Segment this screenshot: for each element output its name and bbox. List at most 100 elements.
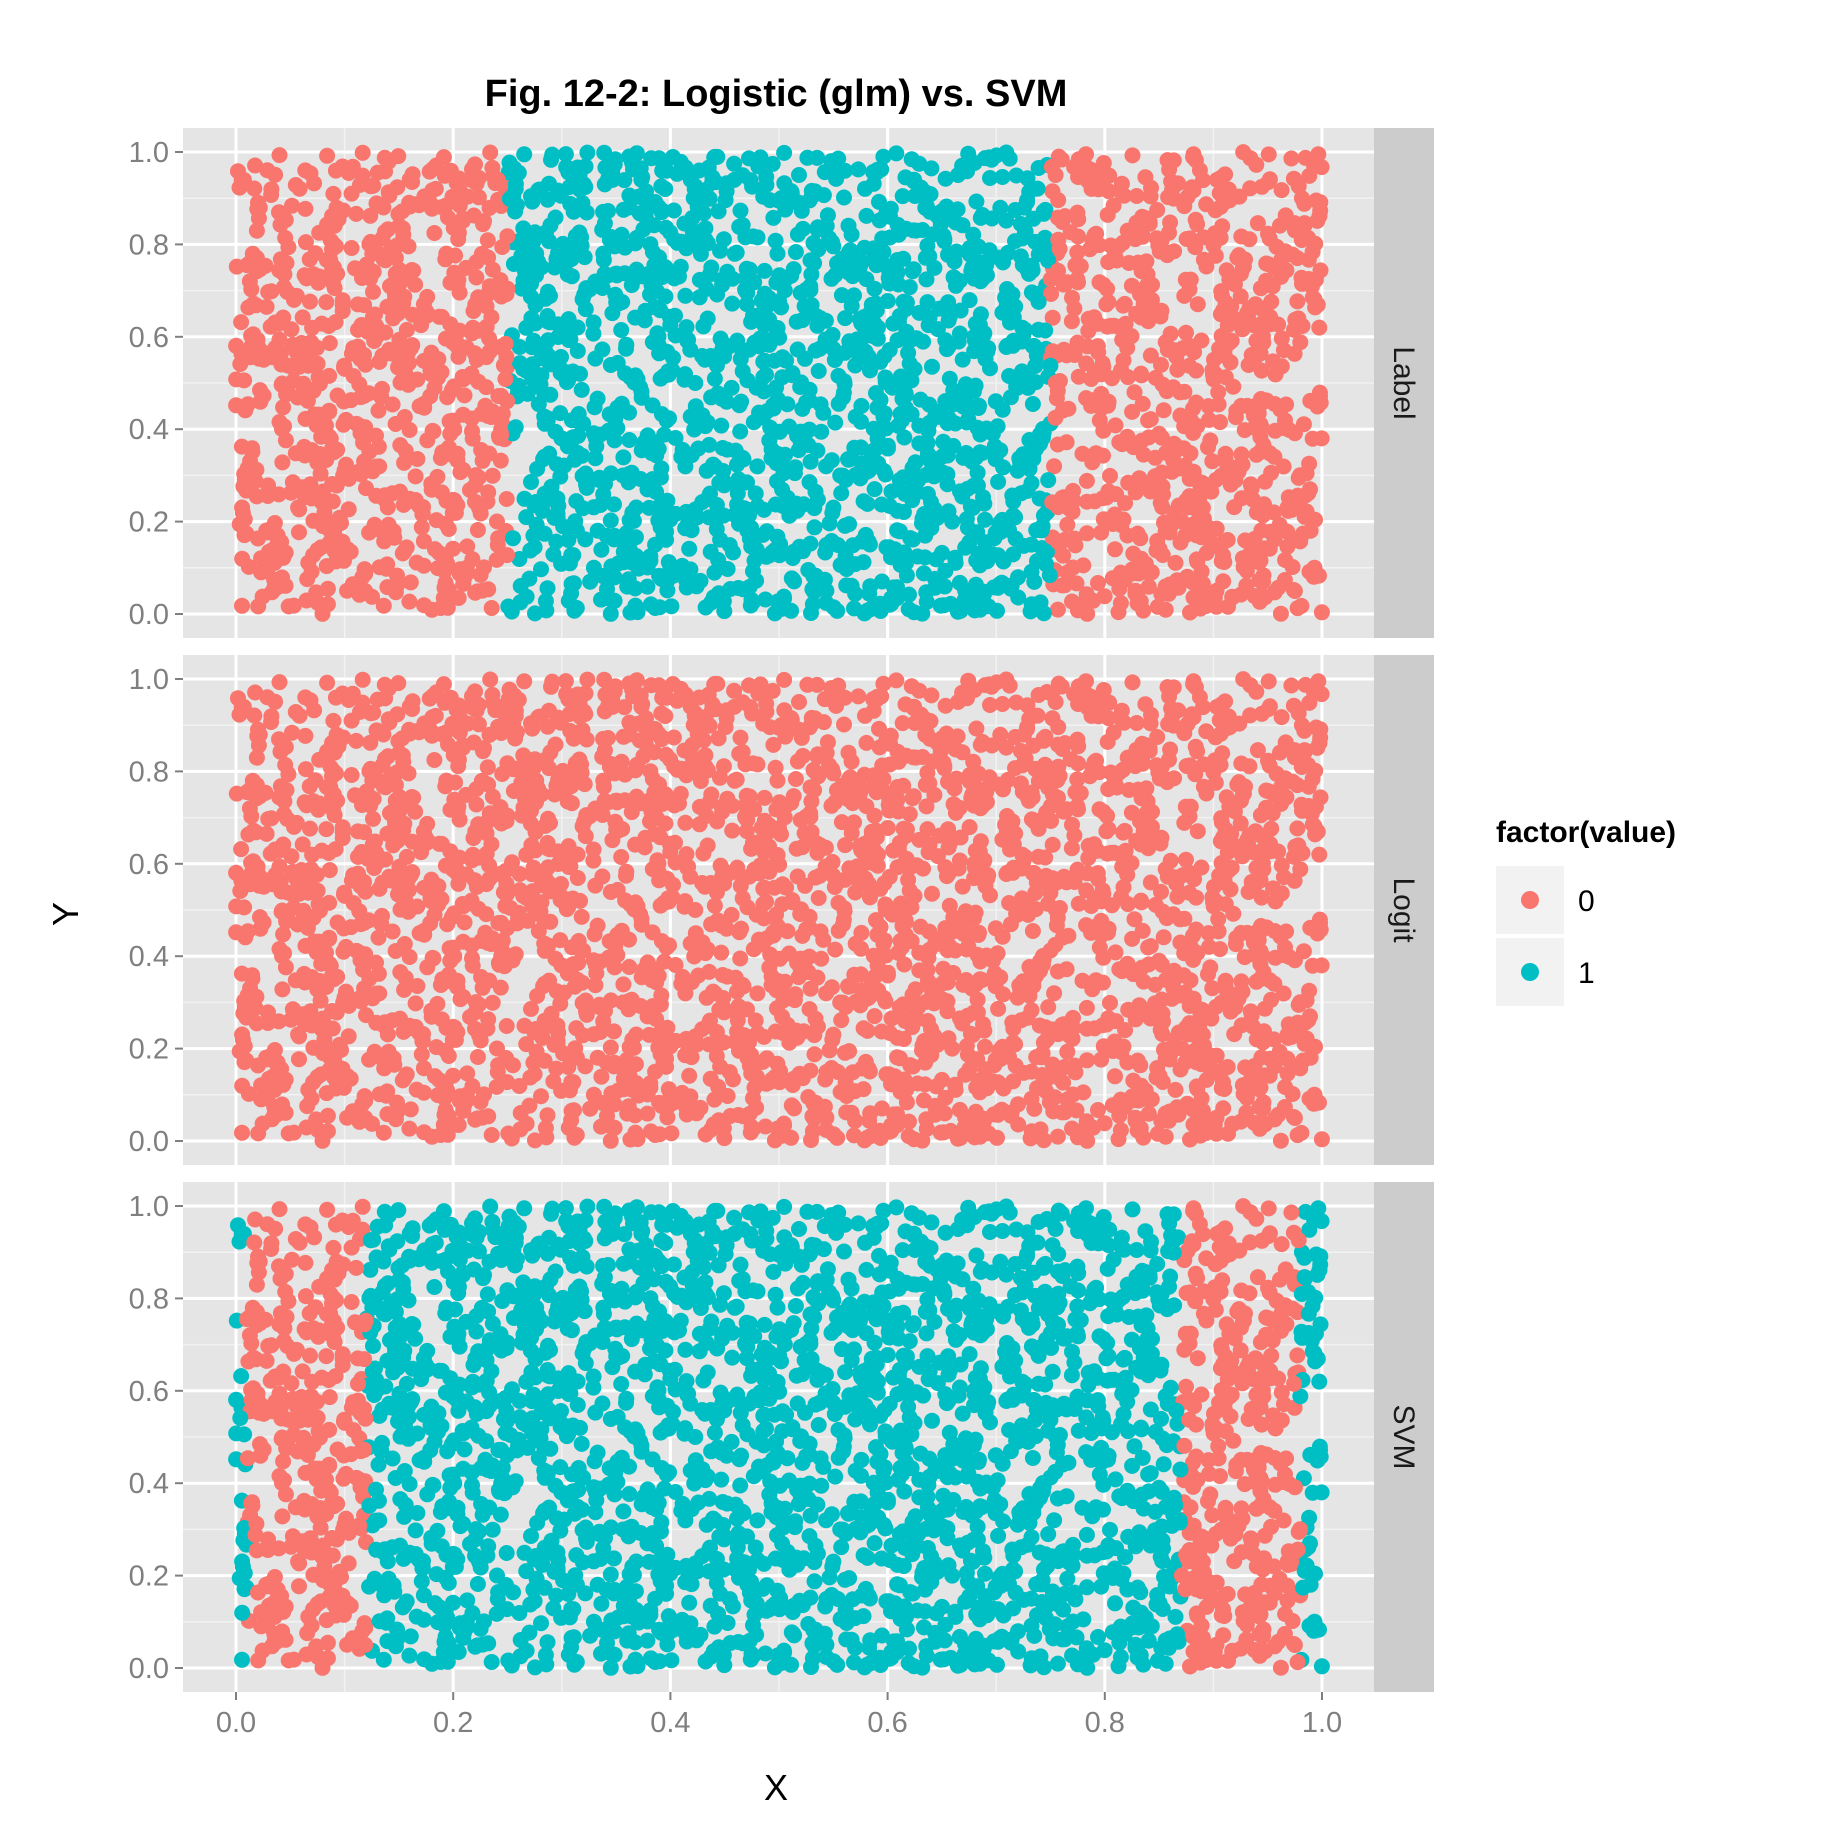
data-point [277,212,294,228]
data-point [616,172,633,189]
data-point [1098,1038,1115,1055]
data-point [248,222,265,239]
data-point [938,198,955,215]
data-point [278,782,295,798]
data-point [691,289,708,306]
data-point [1080,323,1097,339]
data-point [840,217,857,234]
data-point [302,820,318,837]
data-point [311,268,328,285]
data-point [1302,522,1319,539]
data-point [348,205,365,222]
data-point [263,181,280,198]
data-point [450,271,467,288]
data-point [827,414,844,431]
data-point [1311,735,1328,751]
data-point [1261,757,1278,774]
data-point [1026,573,1043,590]
data-point [470,189,487,206]
data-point [1263,464,1280,481]
data-point [838,577,855,594]
data-point [396,454,413,471]
data-point [1191,162,1208,179]
data-point [823,533,840,549]
data-point [275,836,292,853]
data-point [301,251,318,268]
data-point [600,203,616,219]
data-point [563,251,580,267]
data-point [507,419,524,436]
data-point [1311,208,1328,224]
data-point [844,337,860,354]
data-point [499,547,516,564]
data-point [713,944,730,961]
data-point [879,293,896,309]
data-point [869,926,886,943]
data-point [892,405,909,422]
data-point [729,456,745,473]
data-point [1310,146,1327,163]
data-point [671,268,687,285]
data-point [711,474,728,491]
data-point [892,553,909,570]
data-point [658,219,674,236]
data-point [889,1049,906,1066]
data-point [1154,499,1171,515]
data-point [432,600,449,616]
data-point [639,1105,656,1122]
data-point [791,498,808,515]
data-point [1094,355,1111,372]
data-point [618,340,634,357]
data-point [904,263,921,280]
data-point [548,1060,565,1077]
data-point [1042,357,1059,374]
data-point [826,352,843,368]
data-point [801,421,818,438]
data-point [1236,422,1253,439]
data-point [1044,309,1061,326]
data-point [621,432,638,448]
data-point [491,956,508,973]
data-point [1226,276,1243,293]
data-point [595,245,612,262]
data-point [1311,319,1328,336]
data-point [381,187,398,204]
data-point [744,178,761,195]
data-point [1086,309,1103,326]
data-point [530,253,546,270]
data-point [881,275,898,292]
data-point [1086,227,1103,244]
data-point [501,190,518,207]
data-point [1075,557,1092,574]
data-point [881,229,898,246]
data-point [479,232,496,249]
data-point [1037,322,1054,339]
data-point [919,294,936,311]
data-point [362,207,379,224]
data-point [1125,545,1142,562]
data-point [913,179,929,196]
data-point [620,1098,637,1115]
data-point [788,313,805,330]
data-point [628,499,645,516]
data-point [1047,409,1064,426]
data-point [628,672,645,689]
data-point [750,158,767,175]
data-point [979,343,996,360]
data-point [1186,344,1203,361]
data-point [585,559,602,576]
data-point [516,673,533,690]
data-point [1005,309,1022,326]
data-point [1252,345,1269,362]
data-point [1108,486,1125,503]
data-point [1201,411,1218,428]
data-point [1209,171,1225,188]
data-point [919,821,936,838]
data-point [480,484,497,501]
data-point [419,432,436,449]
y-tick-label: 0.0 [129,1126,169,1158]
data-point [1095,422,1112,439]
data-point [1284,1086,1301,1102]
data-point [606,569,623,586]
data-point [957,376,974,393]
